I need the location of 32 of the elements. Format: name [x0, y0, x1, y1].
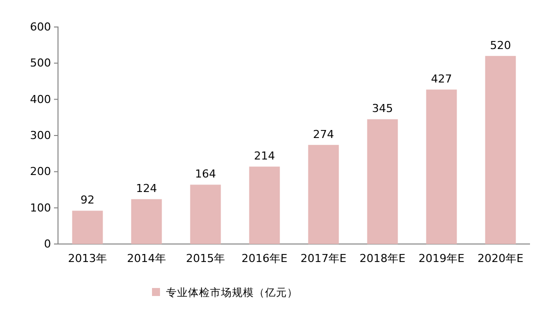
data-label: 214: [254, 150, 275, 163]
data-label: 427: [431, 72, 452, 86]
y-tick-label: 300: [30, 129, 51, 142]
bar: [72, 210, 103, 244]
bar: [426, 90, 457, 244]
x-tick-label: 2020年E: [478, 252, 524, 265]
x-tick-label: 2014年: [127, 252, 166, 265]
y-tick-label: 0: [44, 238, 51, 251]
x-tick-label: 2016年E: [242, 252, 288, 265]
data-label: 345: [372, 102, 393, 116]
data-label: 92: [80, 194, 94, 207]
x-tick-label: 2013年: [68, 252, 107, 265]
bar: [308, 144, 339, 244]
bar: [367, 119, 398, 244]
bar: [249, 166, 280, 244]
bar: [131, 199, 162, 244]
data-label: 520: [490, 38, 511, 52]
bar: [190, 184, 221, 244]
data-label: 274: [313, 128, 334, 141]
y-tick-label: 500: [30, 56, 51, 70]
x-tick-label: 2018年E: [360, 252, 406, 265]
data-label: 164: [195, 168, 216, 181]
x-tick-label: 2019年E: [418, 252, 465, 265]
y-tick-label: 400: [30, 92, 51, 106]
legend-label: 专业体检市场规模（亿元）: [166, 286, 298, 299]
bar: [485, 56, 516, 244]
x-tick-label: 2015年: [186, 252, 225, 265]
x-tick-label: 2017年E: [300, 252, 347, 265]
y-tick-label: 600: [30, 20, 51, 34]
data-label: 124: [136, 182, 157, 196]
y-tick-label: 200: [30, 165, 51, 178]
y-tick-label: 100: [30, 201, 51, 214]
